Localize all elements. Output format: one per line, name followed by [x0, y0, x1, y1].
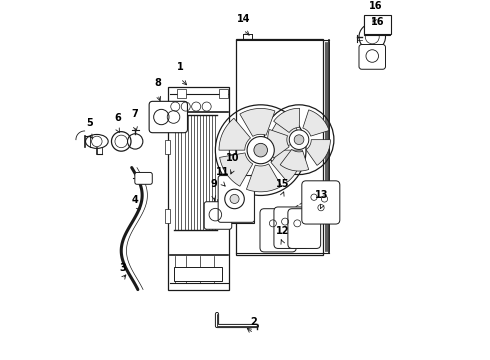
Bar	[219, 175, 254, 223]
Text: 16: 16	[371, 17, 384, 27]
Polygon shape	[269, 114, 302, 147]
Polygon shape	[280, 149, 309, 171]
Bar	[364, 16, 391, 35]
Polygon shape	[303, 110, 329, 136]
FancyBboxPatch shape	[149, 101, 188, 133]
Text: 15: 15	[275, 179, 289, 189]
Circle shape	[294, 135, 304, 145]
Bar	[229, 140, 235, 154]
Text: 3: 3	[119, 263, 125, 273]
Bar	[177, 89, 186, 98]
Bar	[229, 210, 235, 223]
Bar	[219, 89, 227, 98]
FancyBboxPatch shape	[288, 209, 320, 248]
FancyBboxPatch shape	[274, 207, 308, 248]
Polygon shape	[271, 150, 302, 182]
Polygon shape	[219, 118, 250, 150]
Polygon shape	[268, 130, 289, 158]
FancyBboxPatch shape	[135, 172, 152, 184]
Bar	[168, 87, 229, 289]
Text: 9: 9	[210, 179, 217, 189]
Text: 10: 10	[226, 153, 240, 163]
Circle shape	[247, 136, 274, 164]
Polygon shape	[306, 140, 330, 165]
Text: 13: 13	[315, 190, 328, 200]
Text: 7: 7	[132, 109, 139, 120]
Bar	[173, 267, 222, 281]
FancyBboxPatch shape	[359, 45, 386, 69]
Polygon shape	[273, 108, 299, 132]
FancyBboxPatch shape	[260, 209, 296, 252]
Circle shape	[289, 130, 309, 149]
Polygon shape	[220, 153, 253, 186]
Polygon shape	[246, 164, 282, 192]
Text: 8: 8	[154, 78, 161, 88]
Bar	[165, 140, 170, 154]
Bar	[364, 15, 392, 34]
Circle shape	[230, 194, 239, 203]
Text: 12: 12	[275, 226, 289, 236]
Circle shape	[254, 143, 268, 157]
FancyBboxPatch shape	[302, 181, 340, 224]
FancyBboxPatch shape	[204, 202, 232, 229]
Text: 1: 1	[177, 62, 184, 72]
Text: 16: 16	[369, 1, 383, 11]
Text: 4: 4	[132, 195, 139, 205]
Text: 14: 14	[237, 14, 250, 24]
Text: 5: 5	[87, 118, 93, 128]
Polygon shape	[240, 108, 275, 136]
Text: 2: 2	[250, 317, 257, 327]
Bar	[236, 39, 323, 255]
Text: 6: 6	[114, 113, 121, 123]
FancyBboxPatch shape	[218, 176, 254, 222]
Text: 11: 11	[216, 167, 229, 177]
Bar	[165, 210, 170, 223]
